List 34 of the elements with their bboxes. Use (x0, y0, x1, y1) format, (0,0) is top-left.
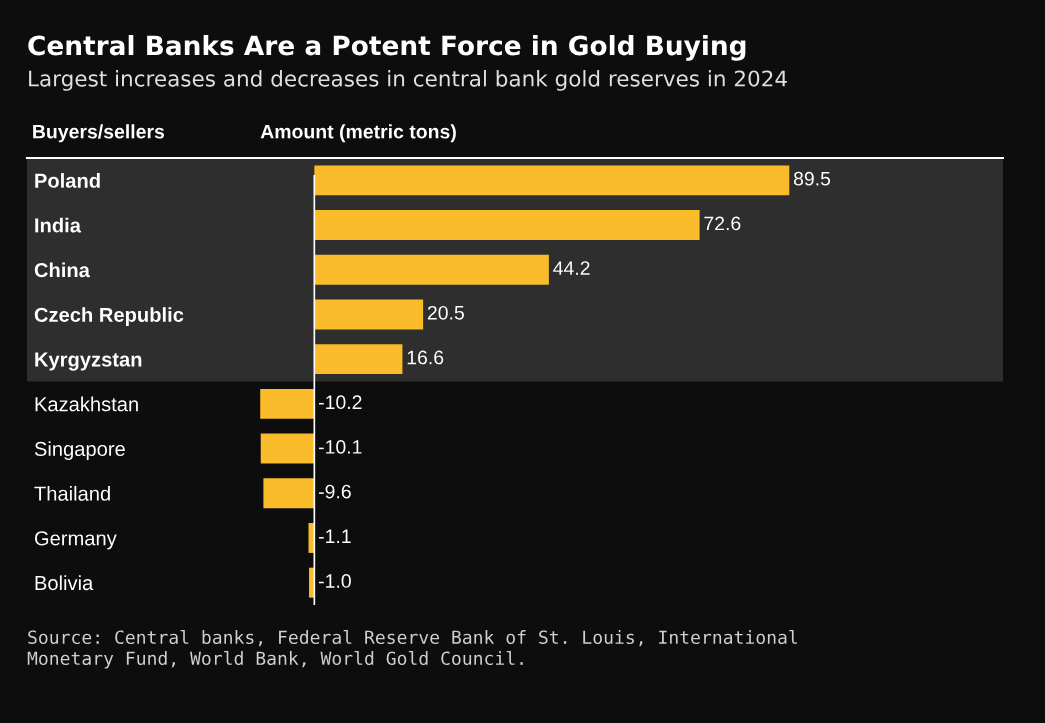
y-tick-label: China (34, 262, 91, 278)
chart-subtitle: Largest increases and decreases in central bank gold reserves in 2024 (29, 70, 787, 91)
data-label: 16.6 (407, 350, 444, 365)
y-tick-label: Czech Republic (34, 307, 184, 326)
bar (260, 433, 315, 464)
y-tick-label: Kazakhstan (35, 396, 138, 412)
data-label: -1.0 (319, 574, 351, 588)
data-label: -1.1 (319, 529, 351, 543)
data-label: 44.2 (553, 261, 590, 275)
x-axis-title: Amount (metric tons) (260, 124, 456, 143)
y-tick-label: Poland (35, 173, 100, 188)
bar (263, 478, 315, 509)
bar (314, 165, 790, 196)
bar (309, 567, 315, 598)
y-tick-label: Thailand (34, 485, 110, 501)
chart-title: Central Banks Are a Potent Force in Gold Buying (28, 35, 746, 61)
data-label: 72.6 (704, 216, 741, 231)
bar (314, 254, 549, 285)
data-label: 20.5 (427, 305, 464, 320)
y-tick-label: Singapore (34, 441, 125, 461)
data-label: -10.1 (319, 440, 362, 454)
y-tick-label: Kyrgyzstan (35, 352, 142, 371)
data-label: 89.5 (793, 171, 831, 186)
y-axis-title: Buyers/sellers (33, 124, 165, 143)
data-label: -10.2 (319, 395, 362, 410)
y-tick-label: Germany (34, 531, 117, 550)
source-note: Source: Central banks, Federal Reserve Bank of St. Louis, International Monetary Fund, World Bank, World Gold Council. (27, 630, 798, 669)
y-tick-label: India (35, 217, 82, 233)
y-tick-label: Bolivia (35, 575, 94, 591)
bar (314, 210, 700, 241)
data-label: -9.6 (319, 484, 351, 499)
bar (314, 344, 403, 375)
bar (260, 388, 315, 419)
bar (314, 299, 424, 330)
